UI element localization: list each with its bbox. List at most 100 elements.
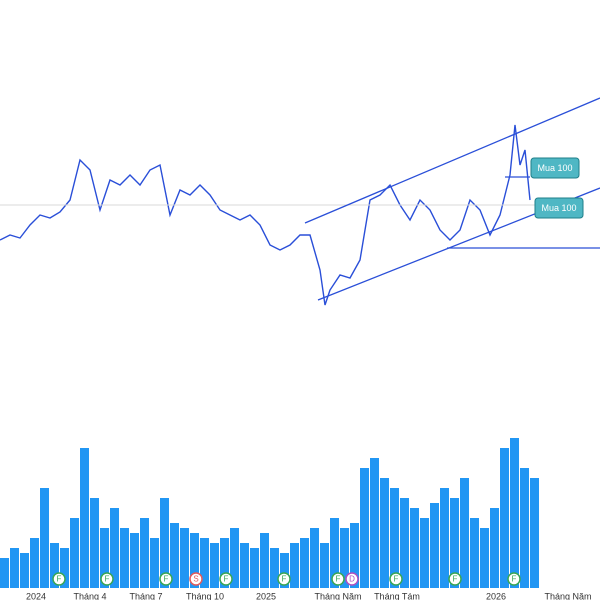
- event-label: F: [224, 575, 229, 584]
- volume-bar: [470, 518, 479, 588]
- event-circle: [331, 572, 345, 586]
- event-marker: F: [100, 572, 114, 586]
- event-label: F: [105, 575, 110, 584]
- label-box: [534, 197, 584, 219]
- event-circle: [277, 572, 291, 586]
- volume-bar: [130, 533, 139, 588]
- volume-bar: [120, 528, 129, 588]
- buy-label: Mua 100: [530, 157, 580, 179]
- label-text: Mua 100: [541, 203, 576, 213]
- event-label: F: [282, 575, 287, 584]
- event-circle: [159, 572, 173, 586]
- volume-bar: [70, 518, 79, 588]
- event-label: S: [193, 575, 198, 584]
- volume-bar: [250, 548, 259, 588]
- x-tick-label: 2024: [26, 591, 46, 600]
- volume-bar: [300, 538, 309, 588]
- event-circle: [100, 572, 114, 586]
- event-label: F: [164, 575, 169, 584]
- volume-bar: [380, 478, 389, 588]
- volume-bar: [390, 488, 399, 588]
- volume-bar: [340, 528, 349, 588]
- volume-bar: [530, 478, 539, 588]
- event-label: F: [512, 575, 517, 584]
- event-circle: [345, 572, 359, 586]
- event-label: D: [349, 575, 355, 584]
- volume-bar: [260, 533, 269, 588]
- event-marker: F: [389, 572, 403, 586]
- x-tick-label: Tháng 10: [186, 591, 224, 600]
- volume-bar: [80, 448, 89, 588]
- volume: [0, 438, 539, 588]
- event-marker: F: [331, 572, 345, 586]
- event-marker: F: [448, 572, 462, 586]
- volume-bar: [140, 518, 149, 588]
- volume-bar: [420, 518, 429, 588]
- volume-bar: [520, 468, 529, 588]
- volume-bar: [400, 498, 409, 588]
- event-label: F: [453, 575, 458, 584]
- volume-bar: [90, 498, 99, 588]
- x-tick-label: Tháng 4: [73, 591, 106, 600]
- volume-bar: [330, 518, 339, 588]
- volume-bar: [430, 503, 439, 588]
- volume-bar: [230, 528, 239, 588]
- channel-upper: [304, 97, 600, 224]
- event-marker: F: [507, 572, 521, 586]
- volume-bar: [0, 558, 9, 588]
- volume-bar: [110, 508, 119, 588]
- event-label: F: [394, 575, 399, 584]
- x-tick-label: 2025: [256, 591, 276, 600]
- event-label: F: [336, 575, 341, 584]
- volume-bar: [200, 538, 209, 588]
- volume-bar: [100, 528, 109, 588]
- volume-bar: [450, 498, 459, 588]
- x-tick-label: 2026: [486, 591, 506, 600]
- label-text: Mua 100: [537, 163, 572, 173]
- volume-bar: [160, 498, 169, 588]
- x-tick-label: Tháng Năm: [544, 591, 591, 600]
- event-circle: [52, 572, 66, 586]
- event-marker: S: [189, 572, 203, 586]
- event-marker: F: [277, 572, 291, 586]
- volume-bar: [190, 533, 199, 588]
- volume-bar: [310, 528, 319, 588]
- volume-bar: [460, 478, 469, 588]
- x-tick-label: Tháng Năm: [314, 591, 361, 600]
- event-marker: F: [159, 572, 173, 586]
- volume-bar: [280, 553, 289, 588]
- label-box: [530, 157, 580, 179]
- event-marker: F: [52, 572, 66, 586]
- volume-bar: [40, 488, 49, 588]
- volume-bar: [290, 543, 299, 588]
- volume-bar: [10, 548, 19, 588]
- event-marker: F: [219, 572, 233, 586]
- volume-bar: [370, 458, 379, 588]
- volume-bar: [270, 548, 279, 588]
- volume-bar: [360, 468, 369, 588]
- volume-bar: [150, 538, 159, 588]
- volume-bar: [240, 543, 249, 588]
- volume-bar: [410, 508, 419, 588]
- event-circle: [448, 572, 462, 586]
- event-label: F: [57, 575, 62, 584]
- volume-bar: [350, 523, 359, 588]
- volume-bar: [510, 438, 519, 588]
- volume-bar: [490, 508, 499, 588]
- volume-bar: [210, 543, 219, 588]
- event-circle: [189, 572, 203, 586]
- x-tick-label: Tháng Tám: [374, 591, 420, 600]
- volume-bar: [20, 553, 29, 588]
- x-tick-label: Tháng 7: [129, 591, 162, 600]
- volume-bar: [60, 548, 69, 588]
- event-circle: [219, 572, 233, 586]
- price-line: [0, 124, 531, 306]
- buy-label: Mua 100: [534, 197, 584, 219]
- volume-bar: [30, 538, 39, 588]
- volume-bar: [180, 528, 189, 588]
- event-marker: D: [345, 572, 359, 586]
- volume-bar: [220, 538, 229, 588]
- volume-bar: [440, 488, 449, 588]
- event-circle: [507, 572, 521, 586]
